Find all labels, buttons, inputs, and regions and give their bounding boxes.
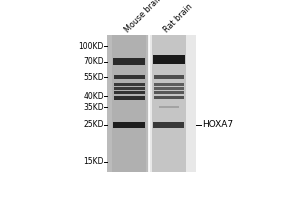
Bar [112, 35, 146, 172]
Bar [154, 96, 184, 99]
Bar [114, 91, 145, 94]
Bar [148, 35, 196, 172]
Bar [154, 75, 184, 79]
Text: 100KD: 100KD [78, 42, 104, 51]
Bar [114, 83, 145, 86]
Bar [107, 35, 196, 172]
Text: 25KD: 25KD [83, 120, 104, 129]
Bar [114, 96, 145, 100]
Bar [154, 87, 184, 90]
Text: 15KD: 15KD [83, 157, 104, 166]
Text: 35KD: 35KD [83, 103, 104, 112]
Bar [153, 55, 185, 64]
Bar [113, 58, 146, 65]
Text: Rat brain: Rat brain [163, 2, 195, 34]
Text: 55KD: 55KD [83, 73, 104, 82]
Text: 40KD: 40KD [83, 92, 104, 101]
Bar [154, 91, 184, 94]
Text: 70KD: 70KD [83, 57, 104, 66]
Bar [114, 87, 145, 90]
Bar [114, 75, 145, 79]
Text: Mouse brain: Mouse brain [123, 0, 164, 34]
Bar [159, 106, 179, 108]
Bar [152, 35, 186, 172]
Bar [154, 83, 184, 86]
Bar [113, 122, 146, 128]
Text: HOXA7: HOXA7 [202, 120, 234, 129]
Bar [153, 122, 184, 128]
